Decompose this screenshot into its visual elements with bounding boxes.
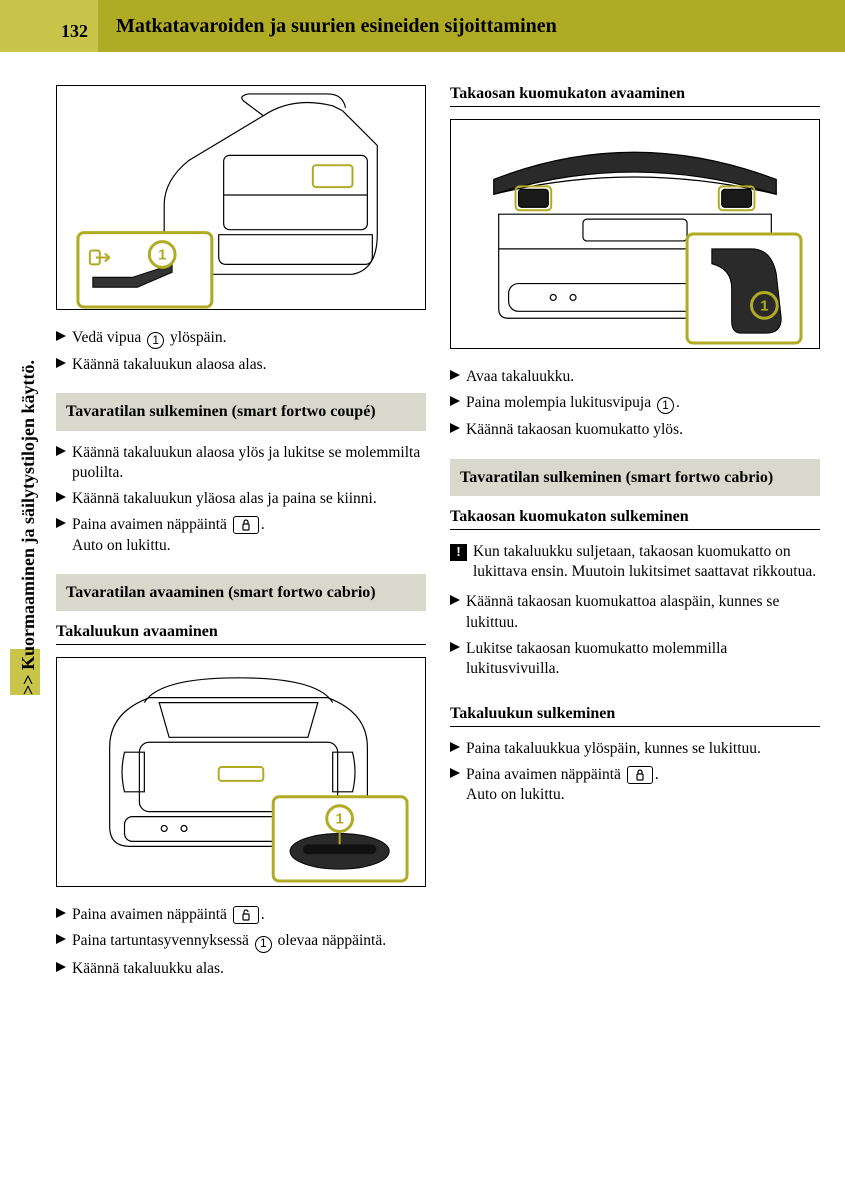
step-text: Paina molempia lukitusvipuja [466,394,651,411]
step-text: Käännä takaluukun alaosa alas. [72,355,426,375]
figure-soft-top: 1 [450,119,820,349]
triangle-icon [56,518,66,528]
lock-icon [233,516,259,534]
step-text: Avaa takaluukku. [466,367,820,387]
triangle-icon [450,423,460,433]
triangle-icon [450,396,460,406]
svg-text:1: 1 [760,298,768,314]
step-item: Paina avaimen näppäintä . [56,905,426,925]
callout-ref-1: 1 [657,397,674,414]
step-text: Paina takaluukkua ylöspäin, kunnes se lu… [466,739,820,759]
step-item: Paina molempia lukitusvipuja 1. [450,393,820,414]
sidebar-chapter-title: >> Kuormaaminen ja säilytystilojen käytt… [18,360,39,695]
triangle-icon [450,595,460,605]
step-item: Paina avaimen näppäintä . Auto on lukitt… [450,765,820,805]
step-text: . [261,516,265,533]
triangle-icon [56,492,66,502]
step-item: Käännä takaluukku alas. [56,959,426,979]
step-text: Käännä takaosan kuomukattoa alaspäin, ku… [466,592,820,632]
sub-heading: Takaosan kuomukaton sulkeminen [450,508,820,530]
step-text: Käännä takaluukku alas. [72,959,426,979]
page-content: 1 1 Vedä vipua 1 ylöspäin. Käännä takalu… [56,85,820,1180]
step-item: Käännä takaosan kuomukatto ylös. [450,420,820,440]
header-title: Matkatavaroiden ja suurien esineiden sij… [98,15,557,38]
step-text: Auto on lukittu. [466,786,565,803]
triangle-icon [56,358,66,368]
triangle-icon [56,962,66,972]
triangle-icon [56,331,66,341]
step-item: Paina avaimen näppäintä . Auto on lukitt… [56,515,426,555]
warning-icon: ! [450,544,467,561]
triangle-icon [56,934,66,944]
step-text: Lukitse takaosan kuomukatto molemmilla l… [466,639,820,679]
page-number: 132 [0,0,98,52]
step-text: ylöspäin. [170,329,226,346]
sub-heading: Takaosan kuomukaton avaaminen [450,85,820,107]
step-item: Lukitse takaosan kuomukatto molemmilla l… [450,639,820,679]
sub-heading: Takaluukun avaaminen [56,623,426,645]
section-heading: Tavaratilan avaaminen (smart fortwo cabr… [56,574,426,612]
step-text: olevaa näppäintä. [278,932,386,949]
step-item: Käännä takaosan kuomukattoa alaspäin, ku… [450,592,820,632]
step-text: Käännä takaluukun alaosa ylös ja lukitse… [72,443,426,483]
step-item: Käännä takaluukun alaosa ylös ja lukitse… [56,443,426,483]
callout-ref-1: 1 [147,332,164,349]
step-text: Auto on lukittu. [72,537,171,554]
unlock-icon [233,906,259,924]
callout-ref-1: 1 [255,936,272,953]
svg-text:1: 1 [158,247,166,263]
figure-coupe-open: 1 1 [56,85,426,310]
section-heading: Tavaratilan sulkeminen (smart fortwo cou… [56,393,426,431]
step-text: . [676,394,680,411]
step-text: Vedä vipua [72,329,141,346]
step-item: Vedä vipua 1 ylöspäin. [56,328,426,349]
step-text: Paina tartuntasyvennyksessä [72,932,249,949]
triangle-icon [450,370,460,380]
left-column: 1 1 Vedä vipua 1 ylöspäin. Käännä takalu… [56,85,426,1180]
step-item: Käännä takaluukun yläosa alas ja paina s… [56,489,426,509]
sub-heading: Takaluukun sulkeminen [450,705,820,727]
step-text: Paina avaimen näppäintä [466,766,621,783]
figure-cabrio-open: 1 [56,657,426,887]
note-text: Kun takaluukku suljetaan, takaosan kuomu… [473,542,820,582]
step-item: Paina tartuntasyvennyksessä 1 olevaa näp… [56,931,426,952]
step-item: Avaa takaluukku. [450,367,820,387]
step-item: Paina takaluukkua ylöspäin, kunnes se lu… [450,739,820,759]
triangle-icon [56,908,66,918]
triangle-icon [450,768,460,778]
right-column: Takaosan kuomukaton avaaminen [450,85,820,1180]
triangle-icon [56,446,66,456]
step-item: Käännä takaluukun alaosa alas. [56,355,426,375]
lock-icon [627,766,653,784]
note-block: ! Kun takaluukku suljetaan, takaosan kuo… [450,542,820,582]
triangle-icon [450,742,460,752]
step-text: Käännä takaluukun yläosa alas ja paina s… [72,489,426,509]
page-header: 132 Matkatavaroiden ja suurien esineiden… [0,0,845,52]
svg-text:1: 1 [336,812,344,828]
step-text: . [261,906,265,923]
triangle-icon [450,642,460,652]
step-text: Paina avaimen näppäintä [72,516,227,533]
section-heading: Tavaratilan sulkeminen (smart fortwo cab… [450,459,820,497]
step-text: . [655,766,659,783]
step-text: Käännä takaosan kuomukatto ylös. [466,420,820,440]
step-text: Paina avaimen näppäintä [72,906,227,923]
